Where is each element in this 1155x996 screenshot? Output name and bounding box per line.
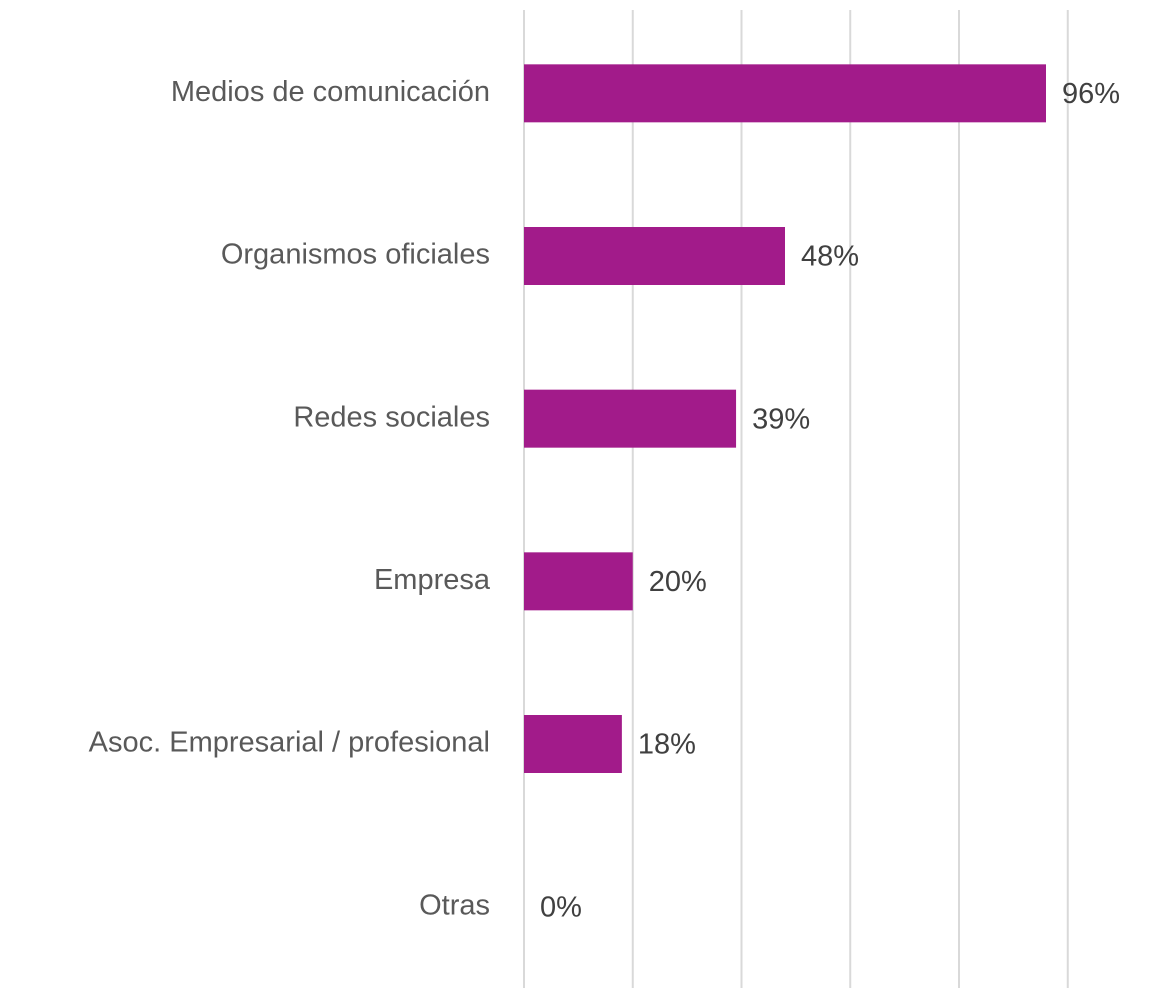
value-label: 48% xyxy=(801,241,859,273)
category-label: Empresa xyxy=(374,564,491,596)
category-label: Otras xyxy=(419,889,490,921)
category-label: Organismos oficiales xyxy=(221,239,490,271)
category-label: Redes sociales xyxy=(293,401,490,433)
value-label: 20% xyxy=(649,566,707,598)
category-label: Medios de comunicación xyxy=(171,76,490,108)
value-label: 39% xyxy=(752,403,810,435)
bar xyxy=(524,64,1046,123)
bar xyxy=(524,389,737,448)
bar xyxy=(524,227,785,285)
value-label: 96% xyxy=(1062,78,1120,110)
value-label: 18% xyxy=(638,729,696,761)
bar xyxy=(524,552,633,611)
value-label: 0% xyxy=(540,891,582,923)
bar xyxy=(524,715,622,773)
category-label: Asoc. Empresarial / profesional xyxy=(89,727,490,759)
